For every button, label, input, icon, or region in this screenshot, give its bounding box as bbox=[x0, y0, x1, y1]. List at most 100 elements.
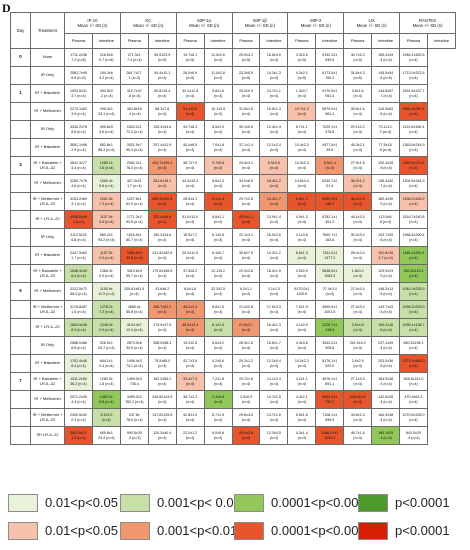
value-text: 205.61±61.5 bbox=[124, 287, 145, 292]
value-cell: 148.3±13.5 (n=4) bbox=[371, 282, 401, 301]
value-cell: 4977.6±1 39.6 bbox=[315, 138, 345, 157]
value-text: (n=4) bbox=[213, 309, 223, 314]
value-text: (n=4) bbox=[297, 93, 307, 98]
value-text: 3178.8±87 bbox=[69, 305, 87, 310]
value-text: (n=4) bbox=[157, 435, 167, 440]
value-cell: 5.2±0.6 (n=4) bbox=[203, 354, 233, 373]
value-text: 1463.2± bbox=[99, 395, 113, 400]
value-text: 3103.2±69 bbox=[69, 197, 87, 202]
table-row: IR Only 3112.5±32 6.8 (n=4) 580.2±1 93.2 (n=… bbox=[10, 228, 456, 247]
value-cell: 5230.7±2 01.4 bbox=[315, 174, 345, 193]
value-cell: 45.3±2.1 (n=4) bbox=[343, 138, 373, 157]
value-text: 1911.2±55 bbox=[70, 377, 87, 382]
value-text: 43.8±6.2 bbox=[155, 287, 170, 292]
value-text: 203.0±36 bbox=[378, 359, 394, 364]
value-text: (n=4) bbox=[297, 363, 307, 368]
value-cell: 2272.9±360.0 (n=4) bbox=[399, 354, 428, 373]
value-text: .1 (n=4) bbox=[72, 219, 85, 224]
value-cell: 3641.3±77 3.4 (n=4) bbox=[64, 156, 93, 175]
value-cell: 40.4±8.5 (n=4) bbox=[175, 138, 205, 157]
legend-swatch bbox=[8, 522, 38, 540]
value-text: 18.0±1.5 bbox=[266, 269, 281, 274]
value-text: 264.7±27. bbox=[126, 71, 143, 76]
value-cell: 470.3±61.9 (n=4) bbox=[399, 390, 428, 409]
value-text: 2583.7±99 bbox=[69, 71, 87, 76]
value-text: 46.6±13.4 bbox=[182, 323, 199, 328]
day-cell bbox=[10, 102, 31, 121]
value-text: 7690.7±1 bbox=[322, 233, 338, 238]
treatment-cell: IR + Baicalein + LR-IL-22 bbox=[30, 156, 65, 175]
value-text: (n=4) bbox=[269, 345, 279, 350]
value-cell: 2273.1±62 3.9 (n=4) bbox=[64, 102, 93, 121]
value-cell: 1098.2±325.0 (n=4) bbox=[399, 300, 428, 319]
day-cell bbox=[10, 390, 31, 409]
value-text: (n=4) bbox=[353, 291, 362, 296]
value-text: (n=4) bbox=[409, 147, 418, 152]
value-text: 1.6 (n=4) bbox=[99, 165, 114, 170]
value-text: 15.0±1.3 bbox=[266, 107, 281, 112]
value-text: 1.8±0.2 bbox=[351, 269, 364, 274]
value-cell: 51.4±2.8 (n=4) bbox=[175, 102, 205, 121]
value-text: 4.1±3.8 bbox=[295, 233, 308, 238]
value-cell: 16.4±1.3 (n=4) bbox=[259, 318, 289, 337]
value-cell: 2490.5±42 0.3 (n=4) bbox=[64, 408, 93, 427]
table-row: IR + Metformin 2071.2±35 4.4 (n=4) 1463.2± 8… bbox=[10, 390, 456, 409]
value-text: (n=4) bbox=[409, 345, 418, 350]
value-text: 3499.3±2 bbox=[126, 395, 142, 400]
value-text: 1712.0±322.6 bbox=[402, 71, 425, 76]
value-cell: 6060.6±1 146.1 bbox=[315, 192, 345, 211]
value-text: (n=4) bbox=[297, 165, 307, 170]
value-text: (n=4) bbox=[157, 147, 167, 152]
value-cell: 1280.0± 1.8 (n=4) bbox=[91, 372, 121, 391]
value-text: (n=4) bbox=[185, 363, 195, 368]
value-text: (n=4) bbox=[185, 291, 195, 296]
value-text: 25.7±1.6 bbox=[239, 377, 253, 382]
value-text: 1.8 (n=4) bbox=[99, 381, 114, 386]
value-text: 37.5±6.2 bbox=[183, 269, 198, 274]
value-text: (n=4) bbox=[213, 57, 223, 62]
value-cell: 1107.9± 0.0 (n=4) bbox=[91, 210, 121, 229]
value-text: (n=4) bbox=[409, 237, 418, 242]
value-cell: 15.0±1.3 (n=4) bbox=[259, 102, 289, 121]
value-text: (n=4) bbox=[409, 363, 418, 368]
value-cell: 2062.2±1 76.4 (n=4) bbox=[119, 156, 149, 175]
value-text: (n=4) bbox=[353, 165, 362, 170]
value-text: 1107.9± bbox=[100, 215, 113, 220]
value-text: 2.4±2.5 bbox=[351, 359, 364, 364]
value-cell: 7108.1±1 896.9 bbox=[315, 408, 345, 427]
value-text: 10.2±1.2 bbox=[266, 251, 281, 256]
value-text: 55.8 (n=4) bbox=[126, 309, 143, 314]
treatment-cell: IR + Metformin bbox=[30, 174, 65, 193]
value-text: (n=4) bbox=[157, 111, 167, 116]
value-cell: 5970.0±1 561.4 bbox=[315, 102, 345, 121]
value-cell: 1712.0±322.6 (n=4) bbox=[399, 66, 428, 85]
value-text: 22.0±3.6 bbox=[239, 269, 253, 274]
value-text: .5 (n=4) bbox=[379, 309, 392, 314]
value-text: (n=4) bbox=[241, 111, 251, 116]
value-text: 4.6 (n=4) bbox=[99, 129, 114, 134]
value-cell: 990.5±30.3 (n=3) bbox=[119, 426, 149, 445]
value-text: (n=3) bbox=[213, 111, 223, 116]
value-text: .8 (n=4) bbox=[128, 93, 141, 98]
value-text: 2447.9±83 bbox=[69, 251, 87, 256]
value-cell: 12.1±5.2 (n=4) bbox=[203, 264, 233, 283]
value-text: 179.9±47.5 bbox=[153, 323, 172, 328]
value-text: 21.0±2.8 bbox=[239, 305, 253, 310]
legend-row-increased: 0.01<p<0.05 0.001<p<0.01 0.0001<p<0.001 p<0… bbox=[0, 522, 470, 542]
value-cell: 113.5±6. 8 (n=4) bbox=[371, 210, 401, 229]
value-text: (n=4) bbox=[213, 219, 223, 224]
value-text: 271.3±1 bbox=[127, 53, 141, 58]
value-cell: 45.4±3.8 (n=4) bbox=[231, 426, 261, 445]
value-text: 5648.5±1 bbox=[322, 269, 338, 274]
value-text: 1050.4± bbox=[99, 179, 113, 184]
cytokine-name: LIX bbox=[368, 18, 375, 23]
value-text: 13.9±1.4 bbox=[266, 215, 281, 220]
value-text: .7 (n=4) bbox=[379, 93, 392, 98]
treatment-cell: IR + LR-IL-22 bbox=[30, 210, 65, 229]
value-cell: 11.0±2.8 (n=4) bbox=[203, 66, 233, 85]
value-text: 10.0±2.3 bbox=[294, 161, 309, 166]
value-cell: 241.81±62.6 (n=4) bbox=[147, 246, 177, 265]
value-text: 2071.2±35 bbox=[69, 395, 87, 400]
value-cell: 1061.5± 7.3 (n=4) bbox=[91, 192, 121, 211]
value-text: 27.4±3.4 bbox=[350, 305, 365, 310]
